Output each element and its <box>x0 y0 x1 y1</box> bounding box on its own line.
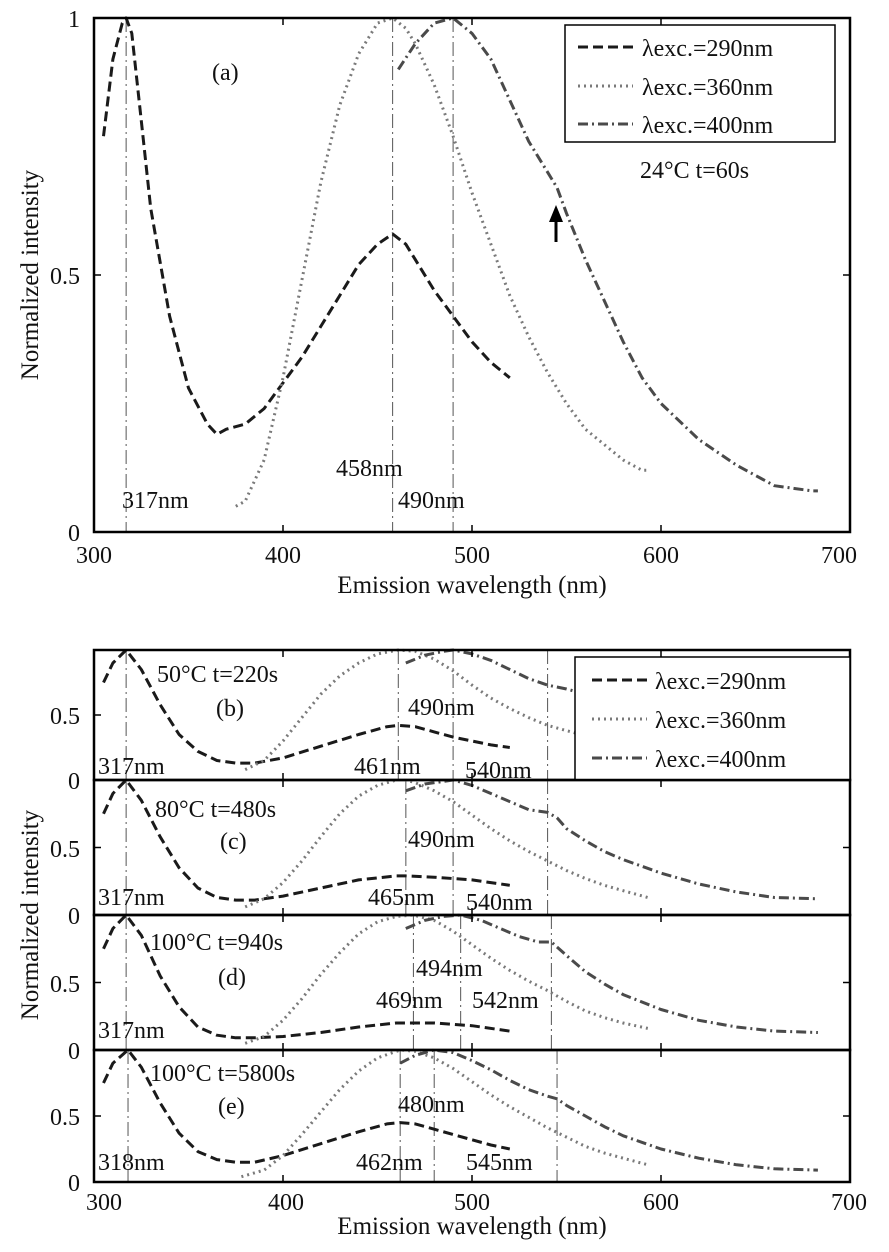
panel-b-plot-area <box>102 648 605 780</box>
legend-b-label-400: λexc.=400nm <box>655 747 786 773</box>
panel-d-annotation-469nm: 469nm <box>376 988 443 1014</box>
panel-e-ytick-0-5: 0.5 <box>50 1105 80 1131</box>
panel-b-annotation-461nm: 461nm <box>354 754 421 780</box>
panel-a-series-exc290 <box>102 16 511 436</box>
panel-c-series-exc360 <box>244 778 649 909</box>
bottom-xtick-700: 700 <box>831 1190 867 1216</box>
panel-c-ytick-0-5: 0.5 <box>50 837 80 863</box>
panel-a-arrow <box>549 205 563 242</box>
bottom-xtick-500: 500 <box>454 1190 490 1216</box>
legend-a-label-400: λexc.=400nm <box>642 113 773 139</box>
panel-b-annotation-490nm: 490nm <box>408 695 475 721</box>
panel-a-xtick-400: 400 <box>265 543 301 569</box>
panel-a-annotation-317nm: 317nm <box>122 488 189 514</box>
panel-a-y-axis-label: Normalized intensity <box>17 169 44 380</box>
panel-a-annotation-490nm: 490nm <box>398 488 465 514</box>
bottom-xtick-300: 300 <box>86 1190 122 1216</box>
panel-a-plot-area <box>102 16 818 532</box>
bottom-xtick-400: 400 <box>268 1190 304 1216</box>
panel-a-ticks <box>93 17 851 533</box>
panel-a-x-axis-label: Emission wavelength (nm) <box>337 572 606 599</box>
panel-a: 0 0.5 1 300 400 500 600 700 Emission wav… <box>17 7 857 599</box>
panel-e-series-exc400 <box>399 1048 818 1172</box>
panel-e-plot-area <box>102 1048 818 1182</box>
panel-c-annotation-490nm: 490nm <box>408 827 475 853</box>
bottom-x-axis-label: Emission wavelength (nm) <box>337 1213 606 1240</box>
legend-b-label-360: λexc.=360nm <box>655 708 786 734</box>
panel-e-condition: 100°C t=5800s <box>150 1061 295 1087</box>
panel-d-ytick-0: 0 <box>68 1039 80 1065</box>
panel-c-series-exc290 <box>102 778 511 902</box>
panel-e-label: (e) <box>218 1094 245 1120</box>
legend-b-label-290: λexc.=290nm <box>655 669 786 695</box>
panel-b-condition: 50°C t=220s <box>157 662 278 688</box>
panel-a-xtick-500: 500 <box>454 543 490 569</box>
panel-b-label: (b) <box>216 696 244 722</box>
panel-b: 0 0.5 (b) 50°C t=220s 317nm 461nm 490nm … <box>50 648 852 795</box>
panel-a-annotation-458nm: 458nm <box>336 456 403 482</box>
panel-d-condition: 100°C t=940s <box>150 930 283 956</box>
panel-b-ytick-0-5: 0.5 <box>50 704 80 730</box>
panel-e-annotation-480nm: 480nm <box>398 1092 465 1118</box>
panel-e-ytick-0: 0 <box>68 1171 80 1197</box>
panel-b-ytick-0: 0 <box>68 769 80 795</box>
panel-d-annotation-317nm: 317nm <box>98 1018 165 1044</box>
panel-a-legend: λexc.=290nm λexc.=360nm λexc.=400nm <box>564 24 836 143</box>
panel-d-annotation-542nm: 542nm <box>472 988 539 1014</box>
panel-b-series-exc290 <box>102 648 511 765</box>
panel-a-ytick-2: 1 <box>68 7 80 33</box>
panel-a-series-exc400 <box>397 16 818 493</box>
panel-a-ytick-1: 0.5 <box>50 264 80 290</box>
legend-a-label-360: λexc.=360nm <box>642 75 773 101</box>
panel-b-annotation-317nm: 317nm <box>98 754 165 780</box>
panel-d-ytick-0-5: 0.5 <box>50 972 80 998</box>
panel-d-annotation-494nm: 494nm <box>416 956 483 982</box>
panel-e-series-exc290 <box>102 1048 511 1164</box>
panel-e-annotation-545nm: 545nm <box>466 1150 533 1176</box>
panel-e: 0 0.5 (e) 100°C t=5800s 318nm 462nm 480n… <box>50 1048 867 1240</box>
panel-e-annotation-318nm: 318nm <box>98 1150 165 1176</box>
panel-a-xtick-300: 300 <box>76 543 112 569</box>
bottom-y-axis-label: Normalized intensity <box>17 809 44 1020</box>
panel-c-annotation-317nm: 317nm <box>98 885 165 911</box>
bottom-xtick-600: 600 <box>643 1190 679 1216</box>
panel-a-ytick-0: 0 <box>68 521 80 547</box>
panel-a-label: (a) <box>212 60 239 86</box>
panel-a-legend-box <box>564 24 836 143</box>
legend-a-label-290: λexc.=290nm <box>642 36 773 62</box>
panel-e-series-exc360 <box>240 1048 649 1179</box>
panel-d: 0 0.5 (d) 100°C t=940s 317nm 469nm 494nm… <box>50 913 852 1065</box>
panel-c-ytick-0: 0 <box>68 904 80 930</box>
panel-e-ticks <box>93 1050 851 1183</box>
panel-d-label: (d) <box>218 965 246 991</box>
panel-b-legend: λexc.=290nm λexc.=360nm λexc.=400nm <box>574 656 851 781</box>
panel-c: 0 0.5 (c) 80°C t=480s 317nm 465nm 490nm … <box>50 778 852 930</box>
panel-a-condition: 24°C t=60s <box>640 158 749 184</box>
panel-c-label: (c) <box>220 829 247 855</box>
panel-e-annotation-462nm: 462nm <box>356 1150 423 1176</box>
panel-a-xtick-700: 700 <box>821 543 857 569</box>
panel-c-condition: 80°C t=480s <box>155 797 276 823</box>
panel-d-series-exc290 <box>102 913 511 1040</box>
panel-c-annotation-465nm: 465nm <box>368 885 435 911</box>
panel-a-xtick-600: 600 <box>643 543 679 569</box>
panel-c-annotation-540nm: 540nm <box>466 890 533 916</box>
